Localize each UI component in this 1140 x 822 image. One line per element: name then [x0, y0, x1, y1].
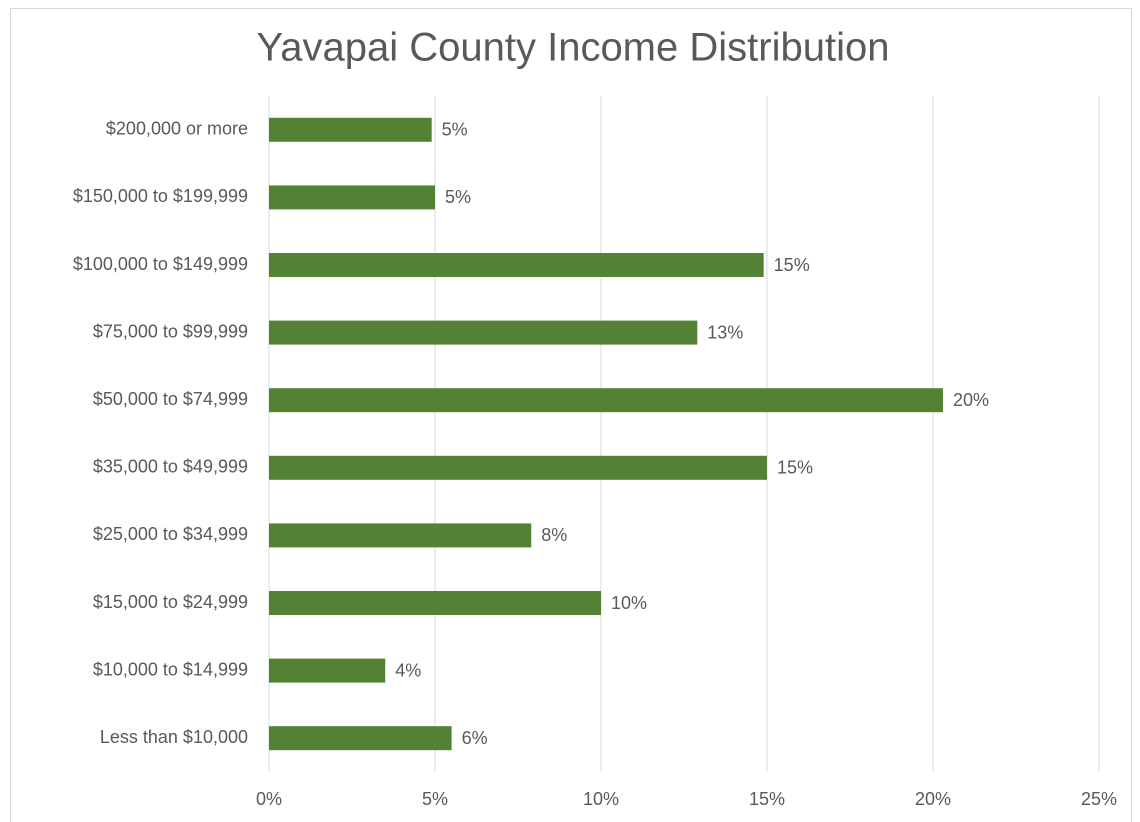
data-label: 15% [774, 255, 810, 275]
y-tick-label: $25,000 to $34,999 [93, 524, 248, 544]
y-tick-label: $50,000 to $74,999 [93, 389, 248, 409]
data-label: 5% [445, 187, 471, 207]
y-tick-label: $100,000 to $149,999 [73, 254, 248, 274]
y-tick-label: $35,000 to $49,999 [93, 457, 248, 477]
bar [269, 658, 386, 683]
x-tick-label: 5% [422, 789, 448, 809]
bar [269, 591, 601, 615]
data-label: 13% [707, 322, 743, 342]
bar [269, 253, 764, 277]
data-label: 5% [442, 120, 468, 140]
bar [269, 117, 432, 142]
bar [269, 726, 452, 751]
data-label: 4% [395, 660, 421, 680]
x-tick-label: 10% [583, 789, 619, 809]
x-tick-label: 0% [256, 789, 282, 809]
bar [269, 320, 698, 345]
y-tick-label: $150,000 to $199,999 [73, 186, 248, 206]
data-label: 20% [953, 390, 989, 410]
bar [269, 185, 435, 210]
y-tick-label: $15,000 to $24,999 [93, 592, 248, 612]
bar [269, 523, 532, 548]
x-tick-label: 15% [749, 789, 785, 809]
bar [269, 388, 943, 413]
data-label: 6% [462, 728, 488, 748]
data-label: 10% [611, 593, 647, 613]
y-tick-label: $75,000 to $99,999 [93, 321, 248, 341]
y-tick-label: $200,000 or more [106, 119, 248, 139]
x-tick-label: 25% [1081, 789, 1117, 809]
data-label: 15% [777, 458, 813, 478]
chart-frame [10, 8, 1132, 822]
bar [269, 455, 767, 480]
data-label: 8% [541, 525, 567, 545]
x-tick-label: 20% [915, 789, 951, 809]
y-tick-label: $10,000 to $14,999 [93, 659, 248, 679]
chart-title: Yavapai County Income Distribution [257, 26, 890, 70]
y-tick-label: Less than $10,000 [100, 727, 248, 747]
